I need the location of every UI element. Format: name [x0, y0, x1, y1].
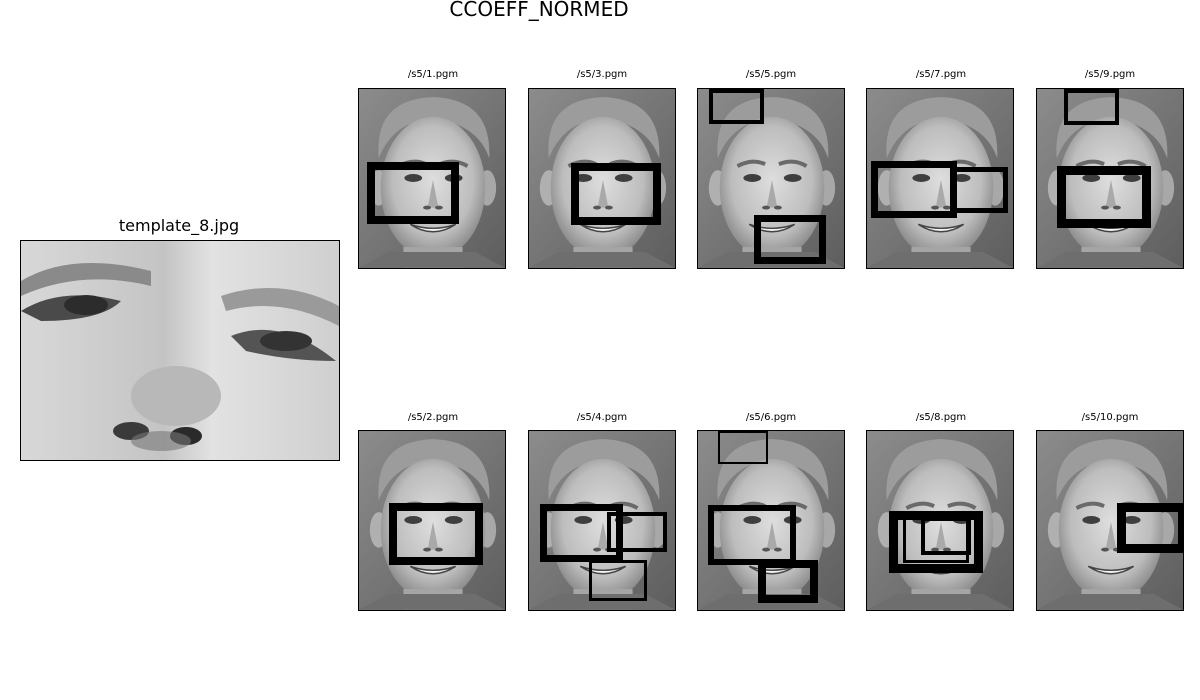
- face-panel-8: [866, 430, 1014, 611]
- panel-title-10: /s5/10.pgm: [1081, 412, 1139, 423]
- panel-title-3: /s5/3.pgm: [576, 69, 628, 80]
- detection-box: [889, 511, 983, 573]
- detection-box: [1057, 166, 1151, 228]
- template-title: template_8.jpg: [118, 216, 240, 235]
- panel-title-9: /s5/9.pgm: [1084, 69, 1136, 80]
- detection-box: [367, 162, 459, 224]
- detection-box: [708, 505, 796, 565]
- detection-box: [1064, 89, 1119, 125]
- figure-title: CCOEFF_NORMED: [449, 0, 629, 21]
- face-panel-4: [528, 430, 676, 611]
- panel-title-7: /s5/7.pgm: [915, 69, 967, 80]
- detection-box: [754, 215, 826, 264]
- face-panel-2: [358, 430, 506, 611]
- detection-box: [1117, 503, 1183, 553]
- face-panel-7: [866, 88, 1014, 269]
- detection-box: [540, 504, 623, 562]
- panel-title-4: /s5/4.pgm: [576, 412, 628, 423]
- panel-title-6: /s5/6.pgm: [745, 412, 797, 423]
- detection-box: [718, 431, 768, 464]
- detection-box: [952, 167, 1008, 213]
- panel-title-1: /s5/1.pgm: [407, 69, 459, 80]
- detection-box: [389, 503, 483, 565]
- template-image: [20, 240, 340, 461]
- face-panel-10: [1036, 430, 1184, 611]
- panel-title-2: /s5/2.pgm: [407, 412, 459, 423]
- detection-box: [571, 163, 661, 225]
- detection-box: [758, 560, 818, 603]
- detection-box: [607, 512, 667, 552]
- detection-box: [871, 161, 957, 218]
- detection-box: [709, 89, 764, 124]
- face-panel-1: [358, 88, 506, 269]
- detection-box: [589, 560, 647, 601]
- face-panel-9: [1036, 88, 1184, 269]
- face-panel-6: [697, 430, 845, 611]
- panel-title-8: /s5/8.pgm: [915, 412, 967, 423]
- face-panel-5: [697, 88, 845, 269]
- panel-title-5: /s5/5.pgm: [745, 69, 797, 80]
- detection-box: [921, 517, 971, 555]
- face-panel-3: [528, 88, 676, 269]
